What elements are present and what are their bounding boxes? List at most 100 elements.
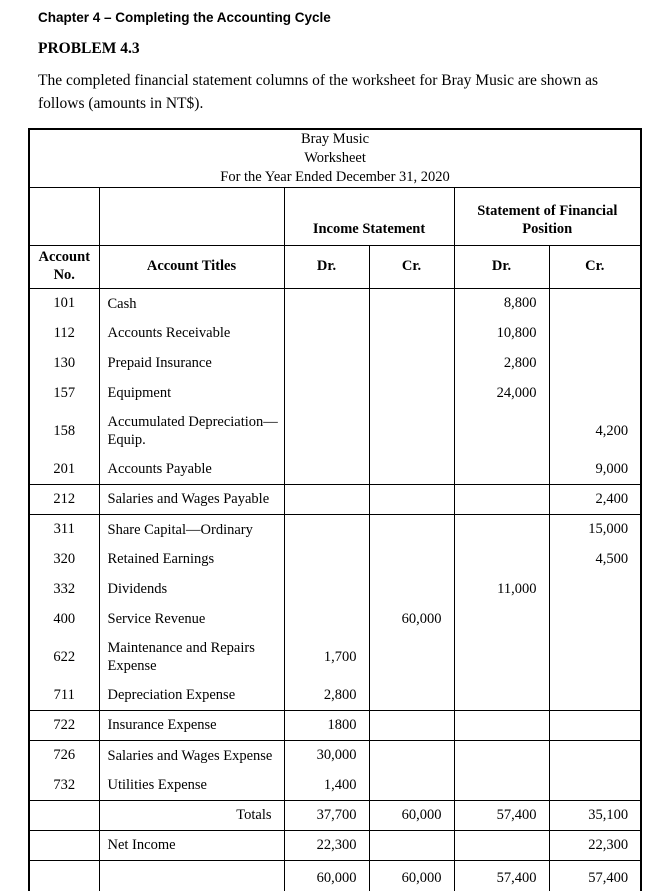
income-statement-cr-cell <box>369 378 455 409</box>
account-title-cell: Accounts Payable <box>99 454 285 485</box>
income-statement-cr-cell <box>369 710 455 741</box>
income-statement-dr-cell <box>284 514 370 545</box>
account-title-cell: Equipment <box>99 378 285 409</box>
income-statement-dr-cell: 60,000 <box>284 860 370 891</box>
account-no-cell: 400 <box>29 604 100 635</box>
account-title-cell: Accumulated Depreciation—Equip. <box>99 408 285 455</box>
account-no-cell: 622 <box>29 634 100 681</box>
table-row: 722 Insurance Expense 1800 <box>29 710 642 741</box>
financial-position-cr-cell <box>549 604 641 634</box>
financial-position-cr-cell <box>549 574 641 604</box>
worksheet-title-line-company: Bray Music <box>301 130 370 147</box>
income-statement-dr-cell <box>284 454 370 485</box>
worksheet-title-line-worksheet: Worksheet <box>304 149 366 166</box>
income-statement-cr-cell: 60,000 <box>369 800 455 831</box>
account-title-cell: Dividends <box>99 574 285 605</box>
account-no-cell <box>29 860 100 891</box>
income-statement-cr-cell <box>369 408 455 455</box>
table-row: 732 Utilities Expense 1,400 <box>29 770 642 801</box>
income-statement-dr-cell: 2,800 <box>284 680 370 711</box>
account-no-cell: 212 <box>29 484 100 515</box>
income-statement-cr-cell <box>369 514 455 545</box>
column-header-row: Account No. Account Titles Dr. Cr. Dr. C… <box>29 245 642 289</box>
financial-position-dr-cell <box>454 408 550 455</box>
financial-position-cr-cell <box>549 318 641 348</box>
income-statement-dr-cell: 1800 <box>284 710 370 741</box>
financial-position-cr-cell <box>549 288 641 318</box>
account-no-cell: 158 <box>29 408 100 455</box>
chapter-heading: Chapter 4 – Completing the Accounting Cy… <box>38 10 331 25</box>
column-header-position-dr: Dr. <box>454 245 550 289</box>
income-statement-cr-cell <box>369 318 455 349</box>
worksheet-body: 101 Cash 8,800 112 Accounts Receivable 10,800… <box>29 288 642 891</box>
income-statement-cr-cell <box>369 634 455 681</box>
financial-position-dr-cell <box>454 484 550 515</box>
account-no-cell <box>29 830 100 861</box>
group-header-income-statement: Income Statement <box>284 187 455 246</box>
financial-position-dr-cell <box>454 740 550 771</box>
account-no-cell: 726 <box>29 740 100 771</box>
income-statement-cr-cell: 60,000 <box>369 604 455 635</box>
account-no-cell: 201 <box>29 454 100 485</box>
income-statement-cr-cell <box>369 348 455 379</box>
account-no-cell: 711 <box>29 680 100 711</box>
column-header-position-cr: Cr. <box>549 245 642 289</box>
table-row: 320 Retained Earnings 4,500 <box>29 544 641 575</box>
table-row: 311 Share Capital—Ordinary 15,000 <box>29 514 641 545</box>
account-no-cell: 722 <box>29 710 100 741</box>
worksheet-table: Bray Music Worksheet For the Year Ended … <box>28 127 643 891</box>
financial-position-cr-cell: 9,000 <box>549 454 642 485</box>
financial-position-cr-cell: 22,300 <box>549 830 642 861</box>
table-row: 201 Accounts Payable 9,000 <box>29 454 642 485</box>
account-title-cell: Cash <box>99 288 285 319</box>
column-header-income-cr: Cr. <box>369 245 455 289</box>
account-title-cell: Prepaid Insurance <box>99 348 285 379</box>
account-no-cell: 112 <box>29 318 100 349</box>
table-row: 622 Maintenance and Repairs Expense 1,700 <box>29 634 641 681</box>
income-statement-dr-cell <box>284 574 370 605</box>
financial-position-cr-cell <box>549 348 641 378</box>
account-title-cell: Utilities Expense <box>99 770 285 801</box>
account-title-cell <box>99 860 285 891</box>
financial-position-dr-cell: 57,400 <box>454 860 550 891</box>
financial-position-dr-cell <box>454 514 550 545</box>
account-title-cell: Insurance Expense <box>99 710 285 741</box>
financial-position-dr-cell <box>454 680 550 711</box>
financial-position-dr-cell: 57,400 <box>454 800 550 831</box>
table-row: 212 Salaries and Wages Payable 2,400 <box>29 484 642 515</box>
financial-position-cr-cell <box>549 378 641 408</box>
income-statement-cr-cell <box>369 574 455 605</box>
financial-position-dr-cell <box>454 454 550 485</box>
income-statement-dr-cell <box>284 378 370 409</box>
financial-position-cr-cell <box>549 770 642 801</box>
table-row: 400 Service Revenue 60,000 <box>29 604 641 635</box>
income-statement-cr-cell <box>369 544 455 575</box>
financial-position-cr-cell <box>549 710 642 741</box>
financial-position-cr-cell <box>549 740 641 770</box>
table-row: 711 Depreciation Expense 2,800 <box>29 680 642 711</box>
account-no-cell: 157 <box>29 378 100 409</box>
income-statement-dr-cell <box>284 408 370 455</box>
financial-position-cr-cell: 4,200 <box>595 422 629 439</box>
table-row: 101 Cash 8,800 <box>29 288 641 319</box>
income-statement-dr-cell <box>284 348 370 379</box>
group-header-spacer-account-titles <box>99 187 285 246</box>
worksheet-title: Bray Music Worksheet For the Year Ended … <box>29 128 642 188</box>
financial-position-dr-cell <box>454 770 550 801</box>
income-statement-dr-cell: 22,300 <box>284 830 370 861</box>
financial-position-dr-cell <box>454 544 550 575</box>
table-row: 157 Equipment 24,000 <box>29 378 641 409</box>
table-row: Totals 37,700 60,000 57,400 35,100 <box>29 800 642 831</box>
financial-position-cr-cell <box>549 634 641 680</box>
column-header-account-titles: Account Titles <box>99 245 285 289</box>
account-title-cell: Salaries and Wages Payable <box>99 484 285 515</box>
financial-position-dr-cell: 2,800 <box>454 348 550 379</box>
financial-position-cr-cell: 15,000 <box>588 521 629 538</box>
worksheet-title-line-period: For the Year Ended December 31, 2020 <box>220 168 450 185</box>
income-statement-cr-cell <box>369 484 455 515</box>
financial-position-dr-cell: 11,000 <box>454 574 550 605</box>
financial-position-dr-cell: 24,000 <box>454 378 550 409</box>
financial-position-dr-cell <box>454 830 550 861</box>
account-title-cell: Net Income <box>99 830 285 861</box>
